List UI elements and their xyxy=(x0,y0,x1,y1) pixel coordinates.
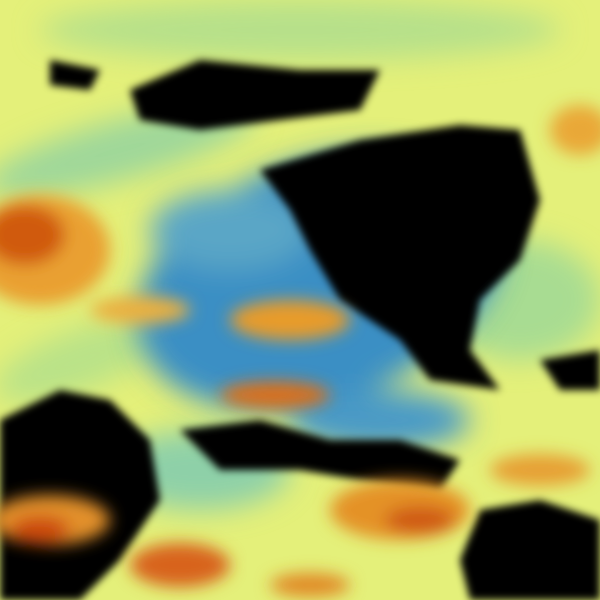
no-data-regions xyxy=(0,60,600,600)
orange-regions xyxy=(0,105,600,597)
